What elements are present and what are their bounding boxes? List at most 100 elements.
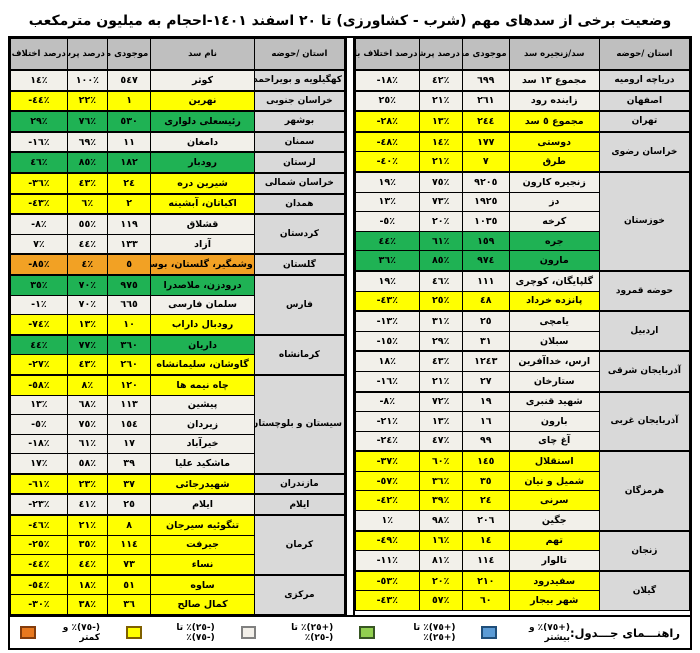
fill-percent-cell: ٢١٪: [418, 89, 463, 112]
diff-percent-cell: -٤٤٪: [10, 89, 68, 112]
volume-cell: ١١: [106, 130, 152, 153]
column-header: استان /حوضه: [598, 38, 691, 71]
dam-name-cell: دز: [508, 191, 600, 213]
fill-percent-cell: ٣٦٪: [418, 470, 463, 492]
volume-cell: ٢٧: [461, 370, 510, 393]
legend-item: (-٧٥)٪ و کمتر: [20, 623, 100, 643]
fill-percent-cell: ٢٩٪: [418, 330, 463, 352]
dam-name-cell: تهم: [508, 529, 600, 552]
fill-percent-cell: ١٨٪: [66, 573, 108, 596]
table-row: کرمان تنگوئیه سیرجان ٨ ٢١٪ -٤٦٪: [10, 514, 346, 576]
fill-percent-cell: ٧٠٪: [66, 273, 108, 296]
diff-percent-cell: -٤٢٪: [355, 490, 420, 512]
table-row: خوزستان زنجیره کارون ٩٢٠٥ ٧٥٪ ١٩٪: [355, 170, 691, 272]
table-row: ماشکید علیا ٣٩ ٥٨٪ ١٧٪: [10, 453, 345, 475]
volume-cell: ١٢٠: [106, 373, 152, 396]
volume-cell: ٥٣٠: [106, 110, 152, 133]
diff-percent-cell: ٢٥٪: [355, 89, 420, 112]
volume-cell: ١٧: [106, 433, 152, 455]
legend-item: (+٧٥)٪ تا (+٢٥)٪: [359, 623, 455, 643]
diff-percent-cell: ٤٤٪: [10, 333, 68, 356]
table-row: آذربایجان شرقی ارس، خداآفرین ١٢٤٣ ٤٣٪ ١٨٪: [355, 350, 691, 393]
legend-blue-swatch: [481, 626, 498, 640]
volume-cell: ٢٤٤: [461, 110, 510, 133]
fill-percent-cell: ٦٨٪: [66, 394, 108, 416]
diff-percent-cell: ٧٪: [10, 233, 68, 255]
diff-percent-cell: ١٪: [355, 510, 420, 532]
fill-percent-cell: ٧٥٪: [418, 170, 463, 193]
dam-name-cell: جره: [508, 230, 600, 252]
dam-name-cell: ستارخان: [508, 370, 600, 393]
legend-item-label: (+٧٥)٪ و بیشتر: [528, 622, 570, 643]
dam-name-cell: سفیدرود: [508, 569, 600, 592]
dam-name-cell: مجموع ١٣ سد: [508, 69, 600, 92]
diff-percent-cell: -١١٪: [355, 550, 420, 572]
fill-percent-cell: ٩٨٪: [418, 510, 463, 532]
volume-cell: ٧٣: [106, 554, 152, 576]
dam-name-cell: طرق: [508, 151, 600, 173]
table-row: هرمزگان استقلال ١٤٥ ٦٠٪ -٣٧٪: [355, 450, 691, 532]
volume-cell: ٣٦: [106, 594, 152, 616]
province-cell: مازندران: [253, 472, 346, 495]
diff-percent-cell: -٢٥٪: [10, 534, 68, 556]
province-cell: سمنان: [253, 130, 346, 153]
table-row: دریاچه ارومیه مجموع ١٣ سد ٦٩٩ ٤٢٪ -١٨٪: [355, 69, 691, 92]
diff-percent-cell: ١٤٪: [10, 69, 68, 92]
table-row: گاوشان، سلیمانشاه ٢٦٠ ٤٣٪ -٢٧٪: [10, 354, 345, 376]
volume-cell: ٩٩: [461, 430, 510, 452]
dam-name-cell: رودبال داراب: [150, 314, 255, 336]
volume-cell: ٣١: [461, 330, 510, 352]
table-row: اصفهان زاینده رود ٢٦١ ٢١٪ ٢٥٪: [355, 89, 691, 112]
diff-percent-cell: -٨٥٪: [10, 253, 68, 276]
volume-cell: ٩٧٥: [106, 273, 152, 296]
fill-percent-cell: ٦١٪: [418, 230, 463, 252]
volume-cell: ١٤: [461, 529, 510, 552]
fill-percent-cell: ٦٩٪: [66, 130, 108, 153]
page-title: وضعیت برخی از سدهای مهم (شرب - کشاورزی) …: [28, 13, 672, 29]
province-cell: گیلان: [598, 569, 691, 612]
table-row: خیرآباد ١٧ ٦١٪ -١٨٪: [10, 433, 345, 455]
dam-name-cell: نهرین: [150, 89, 255, 112]
dam-name-cell: دوستی: [508, 130, 600, 153]
fill-percent-cell: ٧٢٪: [418, 390, 463, 413]
column-header: درصد اختلاف با سال قبل: [355, 38, 420, 71]
table-row: شمیل و نیان ٣٥ ٣٦٪ -٥٧٪: [355, 470, 690, 492]
fill-percent-cell: ٤٧٪: [418, 430, 463, 452]
diff-percent-cell: -١٨٪: [355, 69, 420, 92]
table-row: جیرفت ١١٤ ٣٥٪ -٢٥٪: [10, 534, 345, 556]
volume-cell: ٦٦٥: [106, 294, 152, 316]
legend-item-label: (+٧٥)٪ تا (+٢٥)٪: [413, 622, 456, 643]
diff-percent-cell: -٢٣٪: [10, 493, 68, 516]
diff-percent-cell: ٤٦٪: [10, 151, 68, 174]
province-cell: خراسان رضوی: [598, 130, 691, 173]
fill-percent-cell: ٢١٪: [418, 151, 463, 173]
volume-cell: ٢٥: [461, 310, 510, 332]
dam-name-cell: اکباتان، آبشینه: [150, 192, 255, 215]
fill-percent-cell: ١٠٠٪: [66, 69, 108, 92]
table-row: آزاد ١٣٣ ٤٤٪ ٧٪: [10, 233, 345, 255]
table-row: لرستان رودبار ١٨٢ ٨٥٪ ٤٦٪: [10, 151, 346, 174]
volume-cell: ٩٢٠٥: [461, 170, 510, 193]
tables-divider: [345, 38, 355, 616]
table-row: جگین ٢٠٦ ٩٨٪ ١٪: [355, 510, 690, 532]
fill-percent-cell: ٤٤٪: [66, 233, 108, 255]
fill-percent-cell: ٨٥٪: [66, 151, 108, 174]
fill-percent-cell: ٤٦٪: [418, 269, 463, 292]
fill-percent-cell: ٢٣٪: [66, 472, 108, 495]
dam-name-cell: تالوار: [508, 550, 600, 572]
dam-name-cell: زنجیره کارون: [508, 170, 600, 193]
table-row: مازندران شهیدرجائی ٣٧ ٢٣٪ -٦١٪: [10, 472, 346, 495]
diff-percent-cell: ١٣٪: [355, 191, 420, 213]
province-cell: کرمان: [253, 514, 346, 576]
diff-percent-cell: -١٦٪: [10, 130, 68, 153]
volume-cell: ١٠: [106, 314, 152, 336]
diff-percent-cell: -٤٠٪: [355, 151, 420, 173]
diff-percent-cell: -٤٣٪: [10, 192, 68, 215]
volume-cell: ٣٦٠: [106, 333, 152, 356]
province-cell: خراسان جنوبی: [253, 89, 346, 112]
diff-percent-cell: -٥٧٪: [355, 470, 420, 492]
legend-yellow-swatch: [125, 626, 142, 640]
dam-name-cell: ماشکید علیا: [150, 453, 255, 475]
province-cell: فارس: [253, 273, 346, 336]
